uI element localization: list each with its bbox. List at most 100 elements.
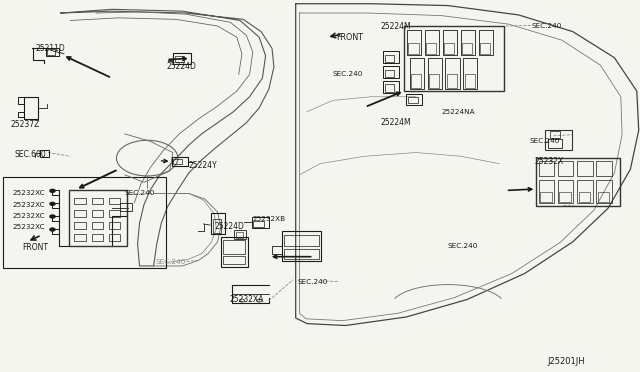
- Bar: [408, 43, 419, 54]
- Bar: [579, 192, 590, 202]
- Circle shape: [50, 189, 55, 192]
- Bar: [385, 84, 394, 92]
- Text: 25232XC: 25232XC: [13, 213, 45, 219]
- Bar: [109, 210, 120, 217]
- Bar: [545, 130, 572, 150]
- Bar: [428, 58, 442, 89]
- Bar: [598, 192, 609, 202]
- Bar: [74, 234, 86, 241]
- Text: 25224NA: 25224NA: [442, 109, 476, 115]
- Bar: [425, 30, 439, 55]
- Bar: [173, 159, 182, 164]
- Bar: [539, 180, 554, 203]
- Bar: [407, 30, 421, 55]
- Bar: [40, 150, 49, 157]
- Bar: [447, 74, 457, 88]
- Bar: [173, 53, 191, 64]
- Bar: [445, 58, 460, 89]
- Bar: [172, 157, 188, 166]
- Text: SEC.240: SEC.240: [448, 243, 478, 248]
- Bar: [536, 158, 620, 206]
- Text: 25224M: 25224M: [381, 22, 412, 31]
- Bar: [559, 192, 571, 202]
- Bar: [577, 180, 593, 203]
- Bar: [539, 161, 554, 176]
- Bar: [406, 94, 422, 105]
- Bar: [444, 43, 454, 54]
- Bar: [175, 56, 184, 62]
- Bar: [120, 203, 132, 211]
- Bar: [410, 58, 424, 89]
- Bar: [221, 237, 248, 267]
- Bar: [408, 97, 418, 103]
- Bar: [558, 161, 573, 176]
- Text: 25224M: 25224M: [381, 118, 412, 127]
- Bar: [480, 43, 490, 54]
- Bar: [462, 43, 472, 54]
- Bar: [3, 177, 166, 268]
- Bar: [596, 180, 612, 203]
- Bar: [253, 221, 264, 227]
- Bar: [404, 26, 504, 91]
- Bar: [223, 240, 245, 254]
- Text: 25232XC: 25232XC: [13, 202, 45, 208]
- Bar: [550, 131, 560, 138]
- Bar: [577, 161, 593, 176]
- Bar: [282, 231, 321, 261]
- Text: SEC.240: SEC.240: [156, 259, 186, 264]
- Bar: [548, 139, 562, 148]
- Text: 25232XA: 25232XA: [229, 295, 264, 304]
- Circle shape: [50, 202, 55, 205]
- Bar: [92, 210, 103, 217]
- Bar: [236, 232, 243, 238]
- Text: SEC.240: SEC.240: [333, 71, 363, 77]
- Bar: [252, 217, 269, 228]
- Text: 25237Z: 25237Z: [10, 120, 40, 129]
- Bar: [74, 198, 86, 204]
- Bar: [284, 249, 319, 259]
- Bar: [211, 213, 225, 234]
- Bar: [443, 30, 457, 55]
- Bar: [411, 74, 421, 88]
- Bar: [558, 180, 573, 203]
- Bar: [426, 43, 436, 54]
- Text: 25224D: 25224D: [166, 62, 196, 71]
- Bar: [92, 234, 103, 241]
- Text: 25211D: 25211D: [35, 44, 65, 53]
- Bar: [540, 192, 552, 202]
- Bar: [596, 161, 612, 176]
- Bar: [463, 58, 477, 89]
- Bar: [109, 222, 120, 229]
- Text: FRONT: FRONT: [336, 33, 363, 42]
- Bar: [284, 235, 319, 246]
- Bar: [385, 55, 394, 62]
- Text: 25224D: 25224D: [214, 222, 244, 231]
- Bar: [461, 30, 475, 55]
- Bar: [69, 190, 127, 246]
- Text: FRONT: FRONT: [22, 243, 49, 252]
- Bar: [109, 234, 120, 241]
- Bar: [383, 66, 399, 78]
- Text: 25232XC: 25232XC: [13, 224, 45, 230]
- Bar: [383, 81, 399, 93]
- Bar: [465, 74, 475, 88]
- Bar: [47, 49, 55, 55]
- Bar: [234, 230, 246, 239]
- Bar: [46, 48, 59, 56]
- Text: 25232X: 25232X: [534, 157, 564, 166]
- Text: SEC.240: SEC.240: [298, 279, 328, 285]
- Text: J25201JH: J25201JH: [547, 357, 585, 366]
- Bar: [385, 70, 394, 77]
- Bar: [92, 198, 103, 204]
- Bar: [479, 30, 493, 55]
- Text: 25232XB: 25232XB: [253, 217, 286, 222]
- Circle shape: [50, 228, 55, 231]
- Bar: [109, 198, 120, 204]
- Bar: [213, 219, 221, 232]
- Text: SEC.240: SEC.240: [530, 138, 560, 144]
- Bar: [383, 51, 399, 63]
- Text: SEC.240: SEC.240: [125, 190, 155, 196]
- Bar: [223, 256, 245, 264]
- Bar: [74, 210, 86, 217]
- Text: 25232XC: 25232XC: [13, 190, 45, 196]
